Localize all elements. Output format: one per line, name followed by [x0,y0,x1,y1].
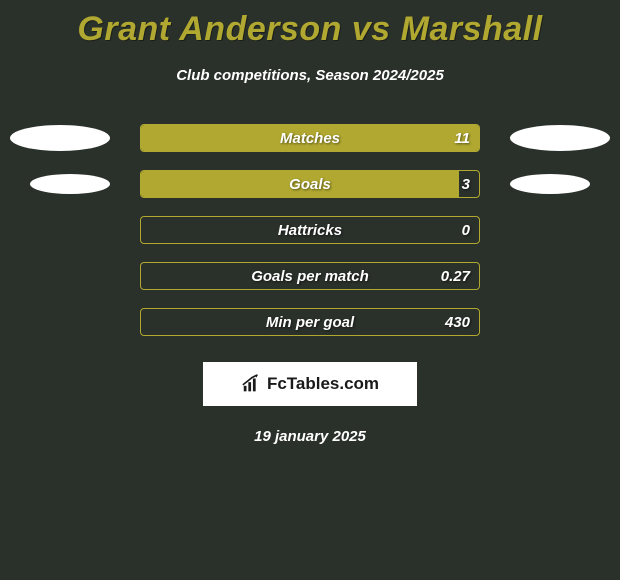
stat-value: 0 [140,216,470,244]
page-title: Grant Anderson vs Marshall [0,0,620,49]
stat-value: 11 [140,124,470,152]
player-right-marker [510,125,610,151]
stat-value: 3 [140,170,470,198]
date-label: 19 january 2025 [0,428,620,445]
stat-row: Hattricks0 [0,216,620,246]
brand-badge[interactable]: FcTables.com [203,362,417,406]
stats-list: Matches11 Goals3 Hattricks0 Goals per match… [0,124,620,338]
player-left-marker [10,125,110,151]
player-left-marker [30,174,110,194]
stat-row: Goals3 [0,170,620,200]
stat-row: Min per goal430 [0,308,620,338]
stat-value: 430 [140,308,470,336]
player-right-marker [510,174,590,194]
stat-row: Matches11 [0,124,620,154]
subtitle: Club competitions, Season 2024/2025 [0,67,620,84]
brand-text: FcTables.com [267,374,379,394]
stat-value: 0.27 [140,262,470,290]
stat-row: Goals per match0.27 [0,262,620,292]
comparison-widget: Grant Anderson vs Marshall Club competit… [0,0,620,445]
chart-icon [241,373,263,395]
